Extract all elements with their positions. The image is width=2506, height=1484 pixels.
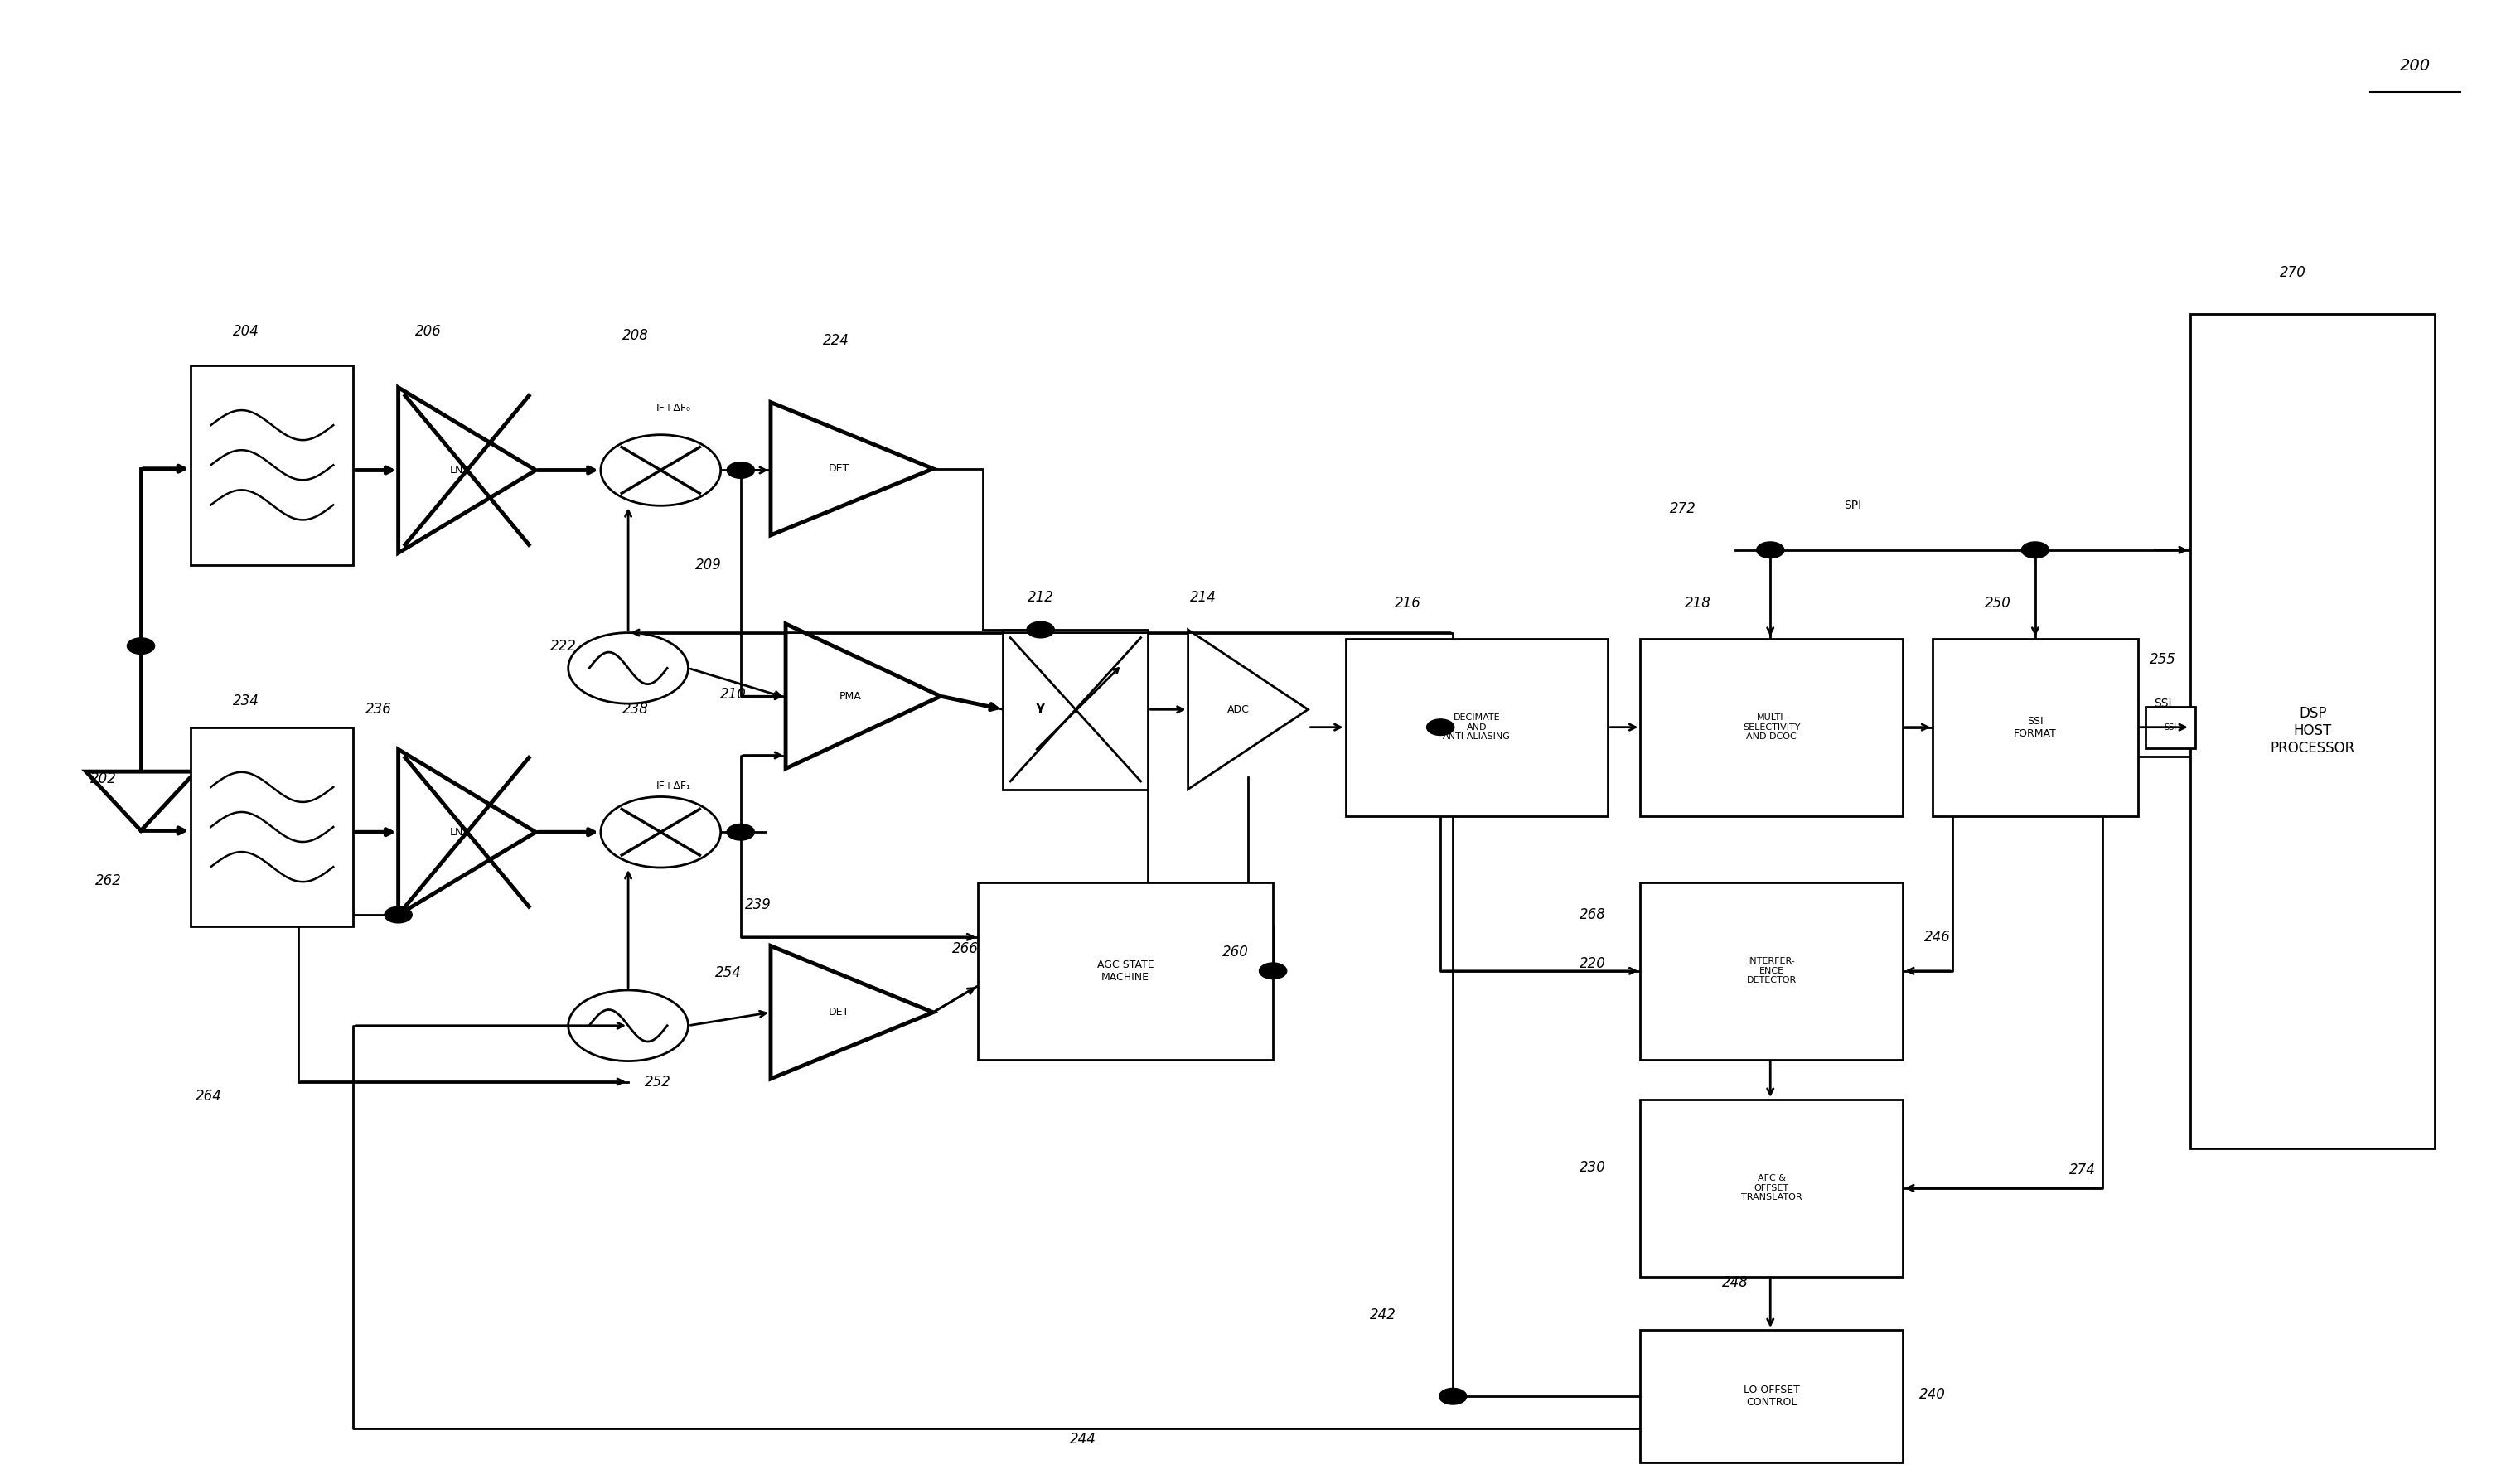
Circle shape [1027, 622, 1055, 638]
Text: 220: 220 [1579, 956, 1606, 971]
Text: INTERFER-
ENCE
DETECTOR: INTERFER- ENCE DETECTOR [1747, 957, 1797, 985]
Circle shape [727, 462, 754, 478]
Text: 230: 230 [1579, 1160, 1606, 1175]
Text: 255: 255 [2150, 651, 2175, 666]
Text: LO OFFSET
CONTROL: LO OFFSET CONTROL [1744, 1385, 1799, 1408]
Text: AFC &
OFFSET
TRANSLATOR: AFC & OFFSET TRANSLATOR [1742, 1174, 1802, 1202]
Bar [1346, 638, 1609, 816]
Text: 264: 264 [195, 1089, 221, 1104]
Circle shape [1757, 542, 1784, 558]
Text: 268: 268 [1579, 907, 1606, 922]
Text: 210: 210 [719, 687, 747, 702]
Text: DSP
HOST
PROCESSOR: DSP HOST PROCESSOR [2270, 706, 2356, 755]
Bar [1641, 883, 1902, 1060]
Text: 206: 206 [416, 324, 441, 338]
Text: 212: 212 [1027, 589, 1055, 604]
Polygon shape [85, 772, 195, 831]
Text: 218: 218 [1684, 595, 1712, 610]
Polygon shape [772, 945, 932, 1079]
Text: SSI: SSI [2163, 723, 2175, 732]
Text: 200: 200 [2401, 58, 2431, 73]
Text: LNA: LNA [451, 464, 471, 475]
Circle shape [727, 824, 754, 840]
Circle shape [601, 435, 722, 506]
Text: 208: 208 [621, 328, 649, 343]
Text: 242: 242 [1371, 1307, 1396, 1322]
Bar [1641, 638, 1902, 816]
Circle shape [1426, 720, 1453, 736]
Text: 266: 266 [952, 941, 980, 956]
Text: DET: DET [829, 1008, 850, 1018]
Polygon shape [1188, 629, 1308, 789]
Text: DET: DET [829, 463, 850, 473]
Bar [1002, 629, 1148, 789]
Text: 239: 239 [744, 896, 772, 913]
Text: SSI
FORMAT: SSI FORMAT [2015, 715, 2057, 739]
Bar [2145, 706, 2195, 748]
Bar [2190, 313, 2436, 1149]
Text: 209: 209 [694, 558, 722, 573]
Text: 270: 270 [2280, 264, 2306, 280]
Text: 254: 254 [714, 965, 742, 979]
Text: 238: 238 [621, 702, 649, 717]
Polygon shape [787, 623, 940, 769]
Text: LNA: LNA [451, 827, 471, 837]
Circle shape [383, 907, 411, 923]
Text: 240: 240 [1920, 1388, 1947, 1402]
Bar [977, 883, 1273, 1060]
Text: MULTI-
SELECTIVITY
AND DCOC: MULTI- SELECTIVITY AND DCOC [1742, 714, 1799, 741]
Circle shape [601, 797, 722, 868]
Text: 262: 262 [95, 874, 123, 889]
Text: 234: 234 [233, 693, 258, 708]
Text: 252: 252 [644, 1074, 672, 1089]
Text: 250: 250 [1985, 595, 2010, 610]
Text: 202: 202 [90, 772, 118, 787]
Text: 222: 222 [549, 638, 576, 653]
Circle shape [1438, 1388, 1466, 1404]
Text: 224: 224 [822, 332, 850, 347]
Text: SPI: SPI [1844, 500, 1862, 512]
Bar [190, 727, 353, 926]
Text: 248: 248 [1722, 1275, 1749, 1290]
Text: AGC STATE
MACHINE: AGC STATE MACHINE [1098, 959, 1153, 982]
Bar [190, 365, 353, 565]
Bar [1932, 638, 2138, 816]
Text: 260: 260 [1223, 944, 1248, 959]
Circle shape [128, 638, 155, 654]
Text: 204: 204 [233, 324, 258, 338]
Text: 244: 244 [1070, 1432, 1095, 1447]
Polygon shape [772, 402, 932, 536]
Polygon shape [398, 387, 536, 554]
Text: IF+ΔF₀: IF+ΔF₀ [657, 402, 692, 414]
Text: 246: 246 [1925, 929, 1952, 944]
Text: IF+ΔF₁: IF+ΔF₁ [657, 781, 692, 791]
Text: ADC: ADC [1228, 703, 1250, 715]
Text: PMA: PMA [840, 692, 862, 702]
Circle shape [2022, 542, 2050, 558]
Text: SSI: SSI [2153, 697, 2173, 709]
Circle shape [569, 990, 689, 1061]
Text: 272: 272 [1669, 502, 1697, 516]
Bar [1641, 1100, 1902, 1276]
Text: DECIMATE
AND
ANTI-ALIASING: DECIMATE AND ANTI-ALIASING [1443, 714, 1511, 741]
Circle shape [569, 632, 689, 703]
Text: 274: 274 [2070, 1163, 2095, 1178]
Bar [1641, 1330, 1902, 1463]
Text: 216: 216 [1396, 595, 1421, 610]
Text: 214: 214 [1190, 589, 1215, 604]
Text: 236: 236 [366, 702, 391, 717]
Polygon shape [398, 749, 536, 914]
Circle shape [1258, 963, 1286, 979]
